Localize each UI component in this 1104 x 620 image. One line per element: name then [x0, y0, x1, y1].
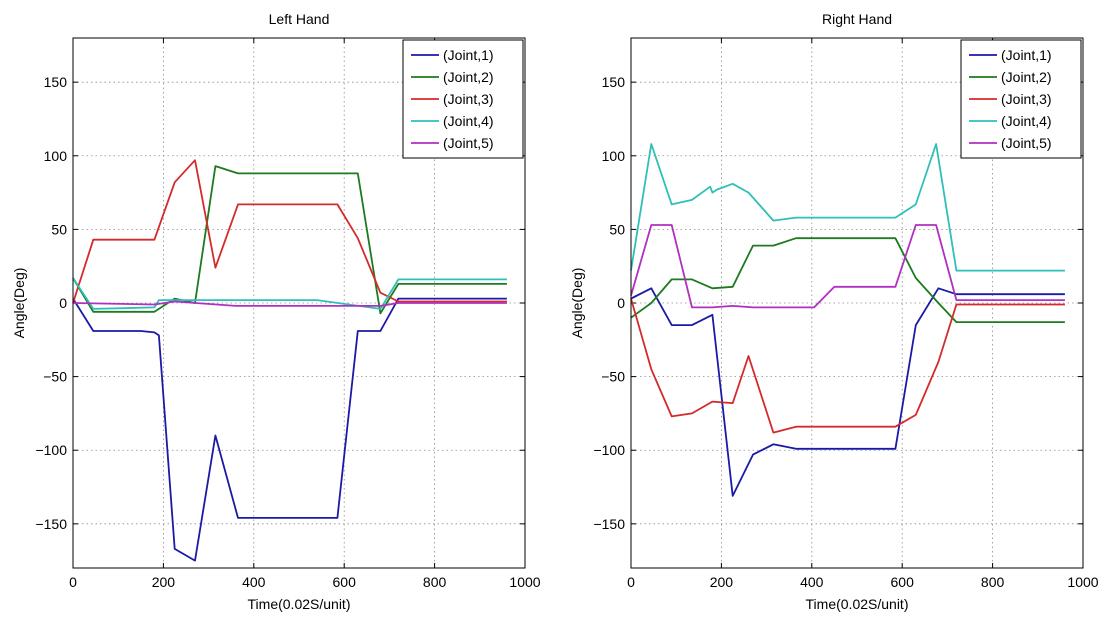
- series-line: [72, 159, 507, 304]
- legend: (Joint,1) (Joint,2) (Joint,3) (Joint,4) (Joi…: [402, 39, 524, 159]
- y-tick-label: −50: [43, 369, 67, 385]
- series-line: [72, 165, 507, 315]
- series-line: [72, 277, 507, 310]
- y-tick-label: 150: [602, 74, 626, 90]
- x-tick-label: 1000: [509, 574, 540, 590]
- x-tick-label: 200: [152, 574, 176, 590]
- series-line: [72, 300, 507, 307]
- chart-2: 0 200 400 600 800 1000 −150 −100 −50 0 50 100 150 Rig…: [569, 11, 1099, 612]
- series-line: [630, 237, 1065, 324]
- chart-title: Left Hand: [269, 11, 330, 27]
- legend-label: (Joint,1): [1001, 47, 1052, 63]
- legend-label: (Joint,2): [443, 69, 494, 85]
- x-tick-label: 800: [423, 574, 447, 590]
- axes-frame: [630, 37, 1084, 569]
- x-tick-label: 1000: [1067, 574, 1098, 590]
- legend-label: (Joint,5): [1001, 135, 1052, 151]
- series-line: [630, 143, 1065, 272]
- y-tick-label: 150: [44, 74, 68, 90]
- y-tick-label: −100: [35, 442, 67, 458]
- y-tick-label: 100: [44, 148, 68, 164]
- series-line: [630, 298, 1065, 434]
- y-axis-label: Angle(Deg): [11, 268, 27, 339]
- legend-label: (Joint,5): [443, 135, 494, 151]
- x-axis-label: Time(0.02S/unit): [248, 596, 351, 612]
- y-tick-label: −150: [35, 516, 67, 532]
- x-tick-label: 0: [627, 574, 635, 590]
- x-tick-label: 0: [69, 574, 77, 590]
- legend-label: (Joint,2): [1001, 69, 1052, 85]
- x-tick-label: 200: [710, 574, 734, 590]
- y-tick-label: −100: [593, 442, 625, 458]
- x-tick-label: 600: [333, 574, 357, 590]
- y-tick-label: 0: [617, 295, 625, 311]
- x-tick-label: 800: [981, 574, 1005, 590]
- y-tick-label: 50: [51, 221, 67, 237]
- legend-label: (Joint,1): [443, 47, 494, 63]
- x-axis-label: Time(0.02S/unit): [806, 596, 909, 612]
- legend-label: (Joint,4): [1001, 113, 1052, 129]
- y-tick-label: 0: [59, 295, 67, 311]
- legend: (Joint,1) (Joint,2) (Joint,3) (Joint,4) (Joi…: [960, 39, 1082, 159]
- legend-label: (Joint,3): [443, 91, 494, 107]
- x-tick-label: 400: [242, 574, 266, 590]
- y-axis-label: Angle(Deg): [569, 268, 585, 339]
- series-line: [630, 224, 1065, 309]
- chart-title: Right Hand: [822, 11, 892, 27]
- chart-1: 0 200 400 600 800 1000 −150 −100 −50 0 50 100 150 Lef…: [11, 11, 541, 612]
- y-tick-label: −150: [593, 516, 625, 532]
- series-line: [72, 297, 507, 562]
- series-line: [630, 287, 1065, 497]
- y-tick-label: 100: [602, 148, 626, 164]
- x-tick-label: 600: [891, 574, 915, 590]
- y-tick-label: −50: [601, 369, 625, 385]
- legend-label: (Joint,4): [443, 113, 494, 129]
- axes-frame: [72, 37, 526, 569]
- legend-label: (Joint,3): [1001, 91, 1052, 107]
- y-tick-label: 50: [609, 221, 625, 237]
- x-tick-label: 400: [800, 574, 824, 590]
